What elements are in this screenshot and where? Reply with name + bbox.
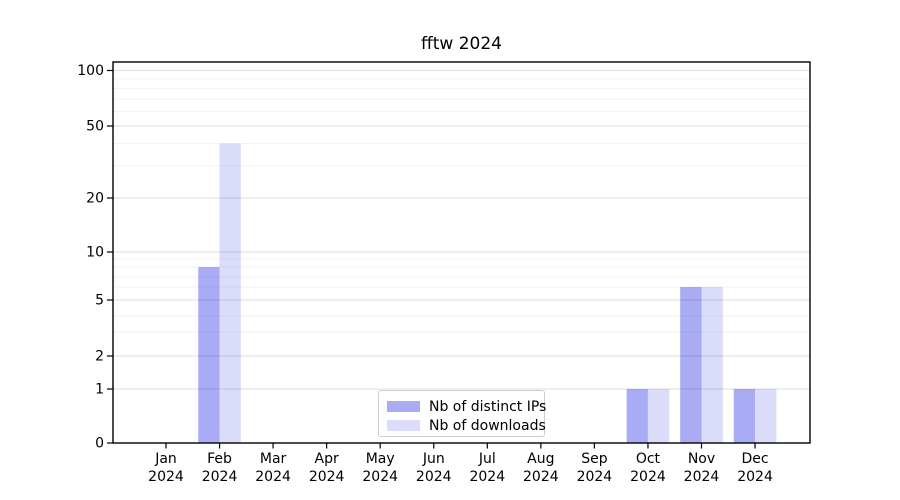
legend-label-downloads: Nb of downloads <box>429 417 546 434</box>
x-tick-label: Feb 2024 <box>202 451 238 485</box>
x-tick-label: Jan 2024 <box>148 451 184 485</box>
y-tick-label: 2 <box>95 349 104 365</box>
bar-downloads-feb <box>219 143 241 443</box>
legend-item-distinct-ips: Nb of distinct IPs <box>387 398 546 415</box>
bar-downloads-dec <box>755 389 777 443</box>
x-tick-label: Aug 2024 <box>523 451 559 485</box>
bar-distinct-ips-feb <box>198 267 220 443</box>
bar-downloads-nov <box>701 287 723 443</box>
y-tick-label: 50 <box>86 119 104 135</box>
bar-downloads-oct <box>647 389 670 443</box>
x-tick-label: Jul 2024 <box>469 451 505 485</box>
x-tick-label: May 2024 <box>362 451 398 485</box>
x-tick-label: Apr 2024 <box>309 451 345 485</box>
legend: Nb of distinct IPs Nb of downloads <box>378 390 546 437</box>
x-tick-label: Mar 2024 <box>255 451 291 485</box>
y-tick-label: 20 <box>86 191 104 207</box>
legend-label-distinct-ips: Nb of distinct IPs <box>429 398 547 415</box>
x-tick-label: Nov 2024 <box>684 451 720 485</box>
y-tick-label: 100 <box>77 63 104 79</box>
bar-distinct-ips-dec <box>733 389 756 443</box>
chart-title: fftw 2024 <box>421 34 502 54</box>
y-tick-label: 1 <box>95 382 104 398</box>
legend-swatch-downloads-icon <box>387 420 420 431</box>
y-tick-label: 0 <box>95 436 104 452</box>
y-tick-label: 10 <box>86 245 104 261</box>
legend-item-downloads: Nb of downloads <box>387 417 546 434</box>
y-tick-label: 5 <box>95 293 104 309</box>
x-tick-label: Oct 2024 <box>630 451 666 485</box>
bar-distinct-ips-nov <box>680 287 702 443</box>
x-tick-label: Jun 2024 <box>416 451 452 485</box>
x-tick-label: Dec 2024 <box>737 451 773 485</box>
x-tick-label: Sep 2024 <box>577 451 613 485</box>
bar-distinct-ips-oct <box>626 389 648 443</box>
legend-swatch-distinct-ips-icon <box>387 401 420 412</box>
